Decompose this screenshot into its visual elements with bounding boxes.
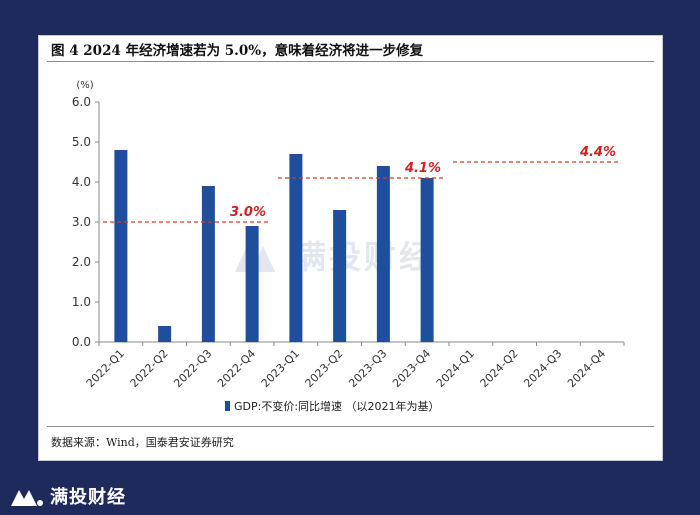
- y-tick-label: 4.0: [72, 175, 91, 189]
- x-tick-label: 2022-Q2: [128, 347, 171, 390]
- x-tick-label: 2022-Q4: [215, 347, 258, 390]
- bar-2023-Q3: [376, 166, 390, 342]
- y-tick-label: 1.0: [72, 295, 91, 309]
- x-tick-label: 2023-Q4: [390, 347, 433, 390]
- x-tick-label: 2024-Q4: [565, 347, 608, 390]
- x-tick-label: 2024-Q1: [434, 347, 477, 390]
- bar-2023-Q2: [333, 210, 347, 342]
- bar-2022-Q4: [245, 226, 259, 342]
- title-divider: [47, 61, 654, 62]
- y-tick-label: 0.0: [72, 335, 91, 349]
- x-tick-label: 2022-Q1: [84, 347, 127, 390]
- source-note: 数据来源：Wind，国泰君安证券研究: [51, 436, 234, 449]
- figure-card: 图 4 2024 年经济增速若为 5.0%，意味着经济将进一步修复 满投财经 0…: [38, 35, 663, 461]
- x-tick-label: 2022-Q3: [171, 347, 214, 390]
- bar-2022-Q2: [158, 326, 172, 342]
- y-tick-label: 5.0: [72, 135, 91, 149]
- y-axis-unit-label: (%): [76, 80, 93, 91]
- x-tick-label: 2023-Q2: [303, 347, 346, 390]
- bar-2022-Q3: [201, 186, 215, 342]
- watermark-text: 满投财经: [294, 238, 434, 276]
- y-tick-label: 2.0: [72, 255, 91, 269]
- bar-2023-Q4: [420, 178, 434, 342]
- x-tick-label: 2023-Q3: [346, 347, 389, 390]
- y-tick-label: 3.0: [72, 215, 91, 229]
- y-tick-label: 6.0: [72, 95, 91, 109]
- figure-title: 图 4 2024 年经济增速若为 5.0%，意味着经济将进一步修复: [51, 43, 424, 59]
- reference-line-label: 3.0%: [230, 205, 266, 220]
- bar-chart: 满投财经 0.01.02.03.04.05.06.0(%)2022-Q1 2022…: [72, 80, 625, 413]
- brand-name: 满投财经: [50, 487, 126, 508]
- reference-line-label: 4.1%: [404, 161, 441, 176]
- mantou-logo-icon: [11, 490, 43, 506]
- x-tick-label: 2023-Q1: [259, 347, 302, 390]
- bar-2022-Q1: [114, 150, 128, 342]
- watermark-logo-icon: [235, 246, 275, 272]
- x-tick-label: 2024-Q3: [521, 347, 564, 390]
- footer-divider: [47, 426, 654, 427]
- legend-label: GDP:不变价:同比增速 （以2021年为基）: [234, 399, 440, 413]
- reference-line-label: 4.4%: [579, 145, 616, 160]
- legend-swatch: [225, 401, 230, 411]
- bar-2023-Q1: [289, 154, 303, 342]
- x-tick-label: 2024-Q2: [478, 347, 521, 390]
- brand-footer: 满投财经: [10, 483, 126, 509]
